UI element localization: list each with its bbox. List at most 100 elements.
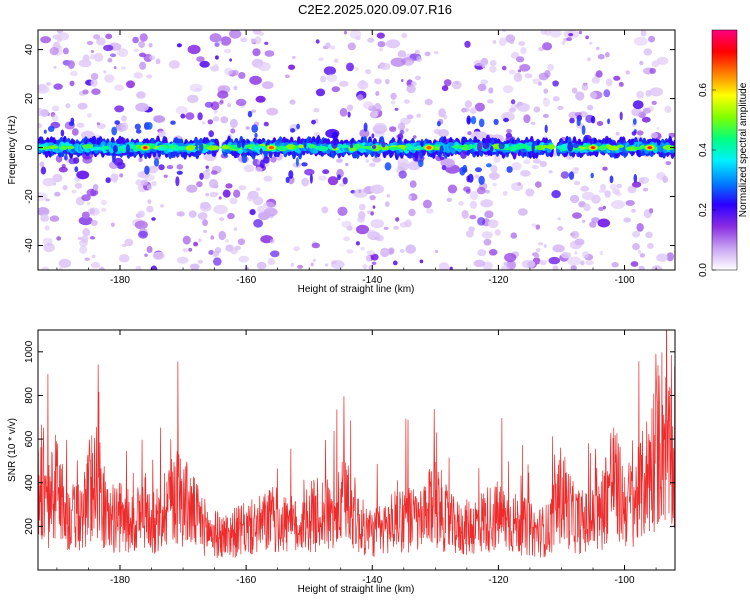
heatmap-noise-blob <box>263 175 273 182</box>
heatmap-noise-blob <box>117 48 129 57</box>
heatmap-noise-blob <box>598 189 604 193</box>
heatmap-noise-blob <box>67 60 75 69</box>
heatmap-noise-blob <box>616 183 623 189</box>
heatmap-noise-blob <box>489 65 497 73</box>
heatmap-noise-blob <box>597 218 611 228</box>
heatmap-noise-blob <box>549 30 562 38</box>
heatmap-noise-blob <box>379 47 384 52</box>
heatmap-noise-blob <box>520 47 527 55</box>
heatmap-y-label: Frequency (Hz) <box>7 116 18 185</box>
heatmap-noise-blob <box>519 64 531 72</box>
heatmap-noise-blob <box>521 259 536 269</box>
heatmap-noise-blob <box>535 248 541 253</box>
heatmap-noise-blob <box>176 43 182 48</box>
heatmap-noise-blob <box>666 252 674 262</box>
heatmap-noise-blob <box>188 247 193 252</box>
heatmap-band-extension <box>263 156 270 164</box>
heatmap-band-extension <box>531 142 535 153</box>
heatmap-band-extension <box>241 139 245 149</box>
heatmap-noise-blob <box>82 156 93 164</box>
heatmap-noise-blob <box>489 60 497 67</box>
heatmap-noise-blob <box>397 157 409 167</box>
heatmap-noise-blob <box>353 188 368 198</box>
heatmap-noise-blob <box>38 83 47 91</box>
heatmap-noise-blob <box>511 182 524 192</box>
heatmap-noise-blob <box>615 191 622 197</box>
heatmap-band-extension <box>482 140 490 150</box>
heatmap-noise-blob <box>403 99 410 104</box>
heatmap-band-extension <box>146 122 153 130</box>
heatmap-noise-blob <box>58 166 68 173</box>
heatmap-noise-blob <box>365 255 372 262</box>
heatmap-band-extension <box>290 128 296 133</box>
heatmap-noise-blob <box>208 250 215 255</box>
heatmap-noise-blob <box>372 205 376 209</box>
heatmap-noise-blob <box>151 217 156 221</box>
heatmap-noise-blob <box>518 208 528 216</box>
heatmap-noise-blob <box>542 97 551 107</box>
heatmap-noise-blob <box>484 189 491 194</box>
heatmap-noise-blob <box>587 57 591 62</box>
heatmap-noise-blob <box>78 216 93 226</box>
heatmap-noise-blob <box>508 69 516 75</box>
heatmap-noise-blob <box>56 236 62 241</box>
heatmap-noise-blob <box>77 102 88 110</box>
heatmap-noise-blob <box>110 222 115 228</box>
heatmap-noise-blob <box>42 237 53 245</box>
heatmap-noise-blob <box>205 165 209 169</box>
heatmap-noise-blob <box>210 101 220 111</box>
heatmap-noise-blob <box>207 119 214 125</box>
colorbar-tick-label: 0.6 <box>698 83 709 97</box>
heatmap-noise-blob <box>580 185 590 192</box>
heatmap-noise-blob <box>76 170 90 180</box>
heatmap-noise-blob <box>373 103 382 113</box>
heatmap-band-extension <box>60 129 65 137</box>
heatmap-noise-blob <box>313 108 320 113</box>
heatmap-noise-blob <box>89 208 95 215</box>
heatmap-noise-blob <box>645 231 653 239</box>
heatmap-noise-blob <box>100 199 107 206</box>
heatmap-noise-blob <box>250 38 255 43</box>
x-tick-label: -160 <box>236 275 256 286</box>
heatmap-noise-blob <box>243 164 255 173</box>
heatmap-noise-blob <box>581 219 586 223</box>
heatmap-noise-blob <box>39 161 45 168</box>
heatmap-noise-blob <box>406 84 416 94</box>
heatmap-noise-blob <box>367 229 377 239</box>
snr-x-ticks: -180 -160 -140 -120 -100 <box>56 330 657 586</box>
heatmap-x-ticks: -180 -160 -140 -120 -100 <box>56 30 657 286</box>
heatmap-band-extension <box>466 117 471 124</box>
heatmap-band-extension <box>288 170 294 179</box>
heatmap-band-extension <box>372 145 377 149</box>
heatmap-band-inner <box>510 146 522 150</box>
heatmap-band-extension <box>567 142 574 152</box>
heatmap-noise-blob <box>632 181 642 188</box>
heatmap-noise-blob <box>219 217 225 222</box>
colorbar: 0.0 0.2 0.4 0.6 Normalized spectral amplitu… <box>698 29 749 277</box>
heatmap-noise-blob <box>538 72 549 81</box>
y-tick-label: 0 <box>24 144 35 150</box>
heatmap-band-extension <box>486 134 490 140</box>
heatmap-noise-blob <box>177 256 189 264</box>
heatmap-noise-blob <box>638 265 645 270</box>
heatmap-noise-blob <box>220 116 229 124</box>
heatmap-noise-blob <box>119 173 124 178</box>
heatmap-band-extension <box>180 113 186 119</box>
heatmap-noise-blob <box>552 96 560 102</box>
heatmap-band-extension <box>233 152 240 159</box>
heatmap-band-inner <box>616 144 625 148</box>
heatmap-noise-blob <box>662 176 668 183</box>
heatmap-noise-blob <box>651 265 663 270</box>
heatmap-noise-blob <box>176 211 185 217</box>
heatmap-noise-blob <box>71 128 79 136</box>
heatmap-noise-blob <box>468 226 475 233</box>
heatmap-noise-blob <box>114 105 125 113</box>
heatmap-noise-blob <box>377 41 386 48</box>
heatmap-noise-blob <box>637 249 642 254</box>
heatmap-band-extension <box>384 162 392 171</box>
heatmap-noise-blob <box>511 162 522 171</box>
heatmap-band-extension <box>176 170 183 175</box>
heatmap-noise-blob <box>356 94 364 101</box>
heatmap-noise-blob <box>168 60 180 69</box>
heatmap-noise-blob <box>367 37 375 43</box>
